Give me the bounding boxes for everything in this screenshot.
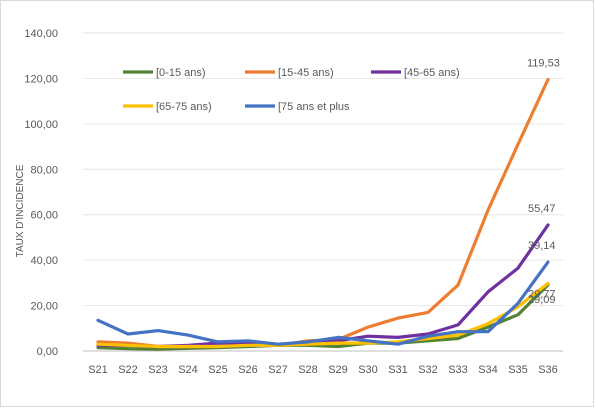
y-tick-label: 40,00: [30, 255, 58, 267]
x-tick-label: S34: [478, 364, 498, 376]
y-tick-label: 140,00: [24, 28, 58, 40]
y-tick-label: 100,00: [24, 119, 58, 131]
x-tick-label: S24: [178, 364, 198, 376]
legend-label: [75 ans et plus: [278, 101, 350, 113]
y-tick-label: 20,00: [30, 301, 58, 313]
x-tick-label: S25: [208, 364, 228, 376]
series-line-3: [96, 281, 550, 349]
y-axis-ticks: 0,00 20,00 40,00 60,00 80,00 100,00 120,00 140,…: [24, 28, 58, 358]
data-label: 39,14: [528, 240, 556, 252]
x-tick-label: S30: [358, 364, 378, 376]
x-tick-label: S29: [328, 364, 348, 376]
x-tick-label: S31: [388, 364, 408, 376]
legend-label: [0-15 ans): [156, 67, 206, 79]
legend-label: [45-65 ans): [404, 67, 460, 79]
gridlines: [83, 32, 563, 352]
data-label: 55,47: [528, 203, 556, 215]
y-tick-label: 80,00: [30, 164, 58, 176]
legend: [0-15 ans) [15-45 ans) [45-65 ans) [65-75 a…: [123, 67, 460, 113]
x-tick-label: S36: [538, 364, 558, 376]
x-tick-label: S35: [508, 364, 528, 376]
y-tick-label: 60,00: [30, 210, 58, 222]
series-lines: [96, 77, 550, 351]
legend-label: [15-45 ans): [278, 67, 334, 79]
x-tick-label: S27: [268, 364, 288, 376]
y-tick-label: 0,00: [37, 346, 58, 358]
x-tick-label: S32: [418, 364, 438, 376]
y-axis-label: TAUX D'INCIDENCE: [15, 164, 26, 257]
x-tick-label: S22: [118, 364, 138, 376]
data-label: 119,53: [527, 57, 560, 69]
series-line-1: [96, 77, 550, 349]
data-label: 29,09: [528, 294, 556, 306]
x-tick-label: S26: [238, 364, 258, 376]
x-axis-ticks: S21 S22 S23 S24 S25 S26 S27 S28 S29 S30 S31 S32 S33 S…: [88, 364, 558, 376]
x-tick-label: S28: [298, 364, 318, 376]
series-line-4: [96, 260, 550, 346]
x-tick-label: S21: [88, 364, 108, 376]
legend-label: [65-75 ans): [156, 101, 212, 113]
y-tick-label: 120,00: [24, 73, 58, 85]
x-tick-label: S33: [448, 364, 468, 376]
x-tick-label: S23: [148, 364, 168, 376]
data-label: 29,77: [528, 288, 556, 300]
